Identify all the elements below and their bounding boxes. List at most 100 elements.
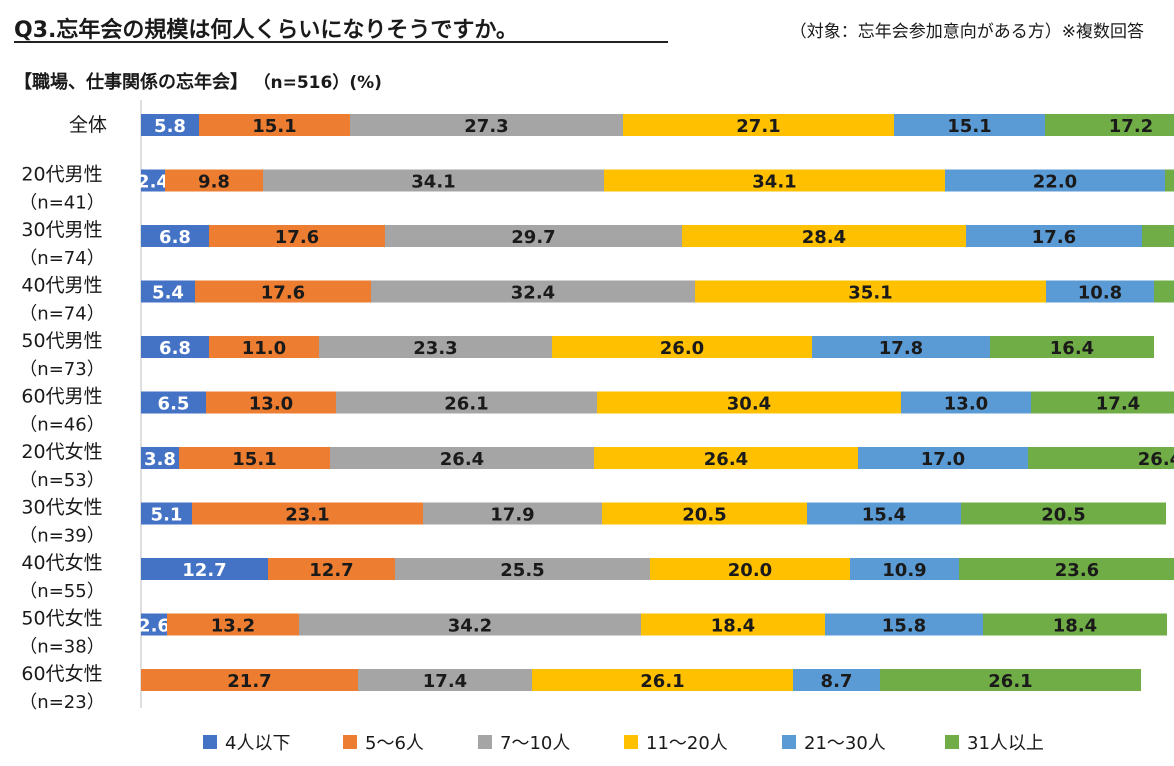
bar-segment [1165,169,1174,192]
bar-segment [395,558,650,580]
data-label: 13.2 [211,616,255,637]
bar-segment [1031,391,1174,414]
bar-segment [961,502,1166,525]
row-sample-size: （n=46） [19,415,104,436]
data-label: 12.7 [182,560,226,581]
bar-segment [1046,280,1154,303]
bar-segment [812,336,990,358]
data-label: 26.4 [704,449,748,470]
bar-segment [330,447,594,469]
legend-swatch [782,735,796,749]
bar-segment [371,280,695,303]
bar-segment [141,613,167,636]
bar-segment [167,613,299,636]
data-label: 26.1 [640,671,684,692]
bar-segment [858,447,1028,469]
data-label: 15.1 [252,116,296,137]
legend-label: 5～6人 [365,733,424,754]
row-sample-size: （n=55） [19,581,104,602]
bar-segment [385,225,682,247]
bar-segment [209,336,319,358]
respondent-note: （対象：忘年会参加意向がある方）※複数回答 [789,22,1144,42]
bar-segment [825,613,983,636]
data-label: 5.8 [154,116,186,137]
bar-segment [983,613,1167,636]
bar-segment [206,391,336,414]
row-label: 40代男性 [21,275,102,297]
data-label: 20.0 [728,560,772,581]
bar-segment [1045,114,1174,136]
legend-swatch [624,735,638,749]
data-label: 2.6 [138,616,170,637]
bar-segment [807,502,961,525]
data-label: 6.8 [159,227,191,248]
data-label: 25.5 [500,560,544,581]
row-sample-size: （n=23） [19,692,104,713]
bar-segment [1142,225,1174,247]
bar-segment [641,613,825,636]
row-label: 30代男性 [21,219,102,241]
bar-segment [141,225,209,247]
data-label: 26.0 [660,338,704,359]
data-label: 20.5 [682,505,726,526]
data-label: 15.1 [947,116,991,137]
row-sample-size: （n=73） [19,359,104,380]
data-label: 5.1 [151,505,183,526]
bar-segment [319,336,552,358]
bar-segment [141,114,199,136]
bar-segment [793,669,880,691]
data-label: 15.1 [232,449,276,470]
bar-segment [199,114,350,136]
data-label: 15.4 [862,505,906,526]
data-label: 23.3 [413,338,457,359]
data-label: 2.4 [137,172,169,193]
row-label: 20代女性 [21,441,102,463]
legend-label: 7～10人 [500,733,570,754]
bar-segment [901,391,1031,414]
legend-swatch [945,735,959,749]
bar-segment [945,169,1165,192]
bar-segment [552,336,812,358]
row-label: 60代女性 [21,663,102,685]
data-label: 16.4 [1050,338,1094,359]
data-label: 30.4 [727,394,771,415]
bar-segment [179,447,330,469]
row-sample-size: （n=74） [19,248,104,269]
legend-swatch [478,735,492,749]
data-label: 34.1 [752,172,796,193]
data-label: 20.5 [1041,505,1085,526]
data-label: 34.2 [448,616,492,637]
data-label: 26.4 [1138,449,1174,470]
data-label: 17.4 [1096,394,1140,415]
bar-segment [850,558,959,580]
data-label: 17.8 [879,338,923,359]
data-label: 15.8 [882,616,926,637]
row-label: 50代女性 [21,608,102,630]
bar-segment [880,669,1141,691]
data-label: 21.7 [227,671,271,692]
data-label: 18.4 [1053,616,1097,637]
bar-segment [532,669,793,691]
data-label: 35.1 [848,283,892,304]
data-label: 10.9 [882,560,926,581]
row-label: 全体 [69,114,107,136]
bar-segment [141,669,358,691]
data-label: 3.8 [144,449,176,470]
data-label: 13.0 [249,394,293,415]
data-label: 17.6 [261,283,305,304]
row-label: 20代男性 [21,164,102,186]
legend-label: 4人以下 [225,733,290,754]
bar-segment [894,114,1045,136]
legend-label: 21～30人 [804,733,886,754]
data-label: 13.0 [944,394,988,415]
data-label: 34.1 [411,172,455,193]
data-label: 17.2 [1109,116,1153,137]
data-label: 27.1 [736,116,780,137]
data-label: 12.7 [309,560,353,581]
bar-segment [695,280,1046,303]
bar-segment [209,225,385,247]
legend-swatch [203,735,217,749]
legend-swatch [343,735,357,749]
bar-segment [959,558,1174,580]
